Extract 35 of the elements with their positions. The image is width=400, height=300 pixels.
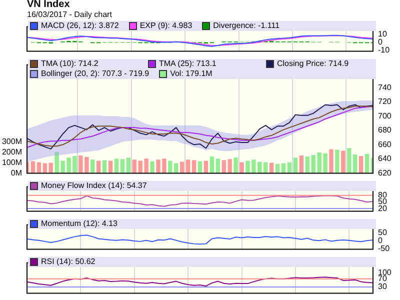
y-tick-label: 0 [378,236,383,245]
y-tick-label: 30 [378,282,388,292]
y-tick-label: 700 [378,111,392,120]
legend-label: TMA (25): 713.1 [159,59,216,69]
legend-label: RSI (14): 50.62 [41,257,96,267]
y-tick-label: 10 [378,29,388,38]
y-tick-label: -10 [378,46,390,55]
legend-label: EXP (9): 4.983 [140,21,192,31]
chart-title: VN Index [27,0,71,10]
legend-label: Divergence: -1.111 [213,21,280,31]
y-tick-label: 620 [378,168,392,178]
y2-tick-label: 200M [2,148,22,157]
y-tick-label: 720 [378,97,392,106]
y-tick-label: 50 [378,228,388,237]
y-tick-label: -50 [378,244,390,253]
y-tick-label: 20 [378,204,388,213]
y2-tick-label: 300M [2,137,22,146]
legend-label: Money Flow Index (14): 54.37 [41,181,147,191]
y-tick-label: 640 [378,154,392,164]
legend-label: MACD (26, 12): 3.872 [41,21,119,31]
legend-label: Closing Price: 714.9 [277,59,349,69]
y-tick-label: 100 [378,268,392,277]
legend-label: Momentum (12): 4.13 [41,219,118,229]
y-tick-label: 740 [378,82,392,92]
y2-tick-label: 100M [2,158,22,167]
y-tick-label: 0 [378,37,383,46]
y-tick-label: 660 [378,140,392,149]
legend-label: Vol: 179.1M [170,69,212,79]
y-tick-label: 70 [378,274,388,284]
y2-tick-label: 0M [10,168,22,178]
y-tick-label: 680 [378,126,392,135]
chart-subtitle: 16/03/2017 - Daily chart [27,10,113,20]
legend-label: Bollinger (20, 2): 707.3 - 719.9 [41,69,150,79]
y-tick-label: 50 [378,197,388,206]
legend-label: TMA (10): 714.2 [41,59,98,69]
